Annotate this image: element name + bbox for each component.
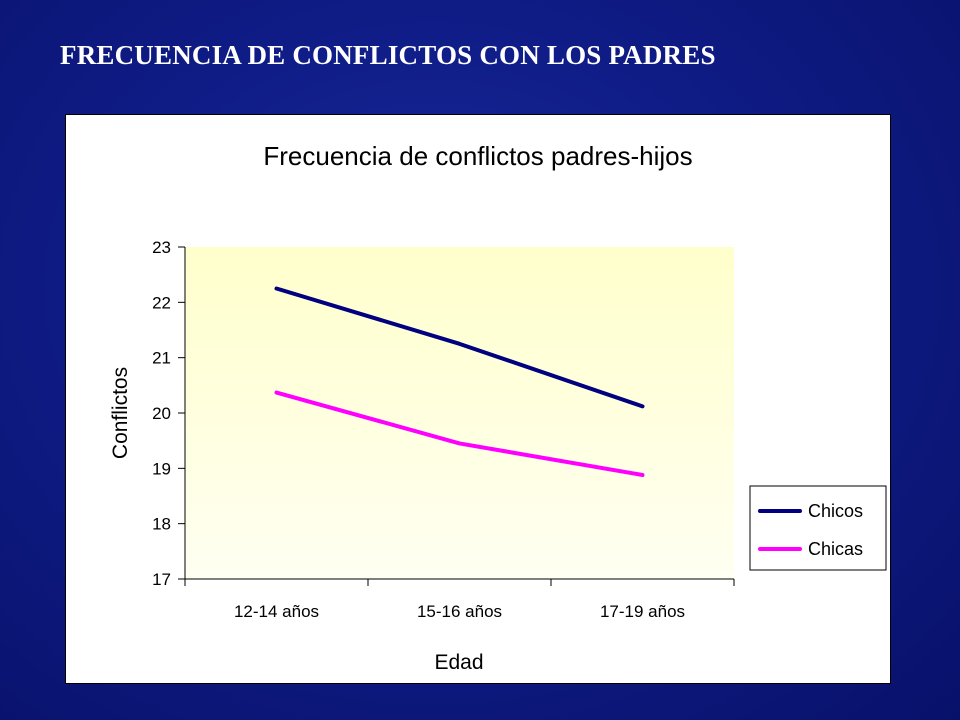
series-line-chicos — [274, 286, 645, 409]
y-tick-label: 18 — [152, 515, 171, 534]
slide-title: FRECUENCIA DE CONFLICTOS CON LOS PADRES — [60, 40, 716, 70]
series-line-chicas — [274, 390, 645, 477]
legend-label: Chicas — [808, 539, 863, 559]
legend: Chicos Chicas — [749, 485, 887, 571]
legend-box — [749, 485, 887, 571]
x-tick-label: 17-19 años — [600, 602, 685, 621]
y-tick-label: 21 — [152, 349, 171, 368]
legend-label: Chicos — [808, 501, 863, 521]
plot-area — [185, 247, 734, 579]
y-tick-label: 17 — [152, 570, 171, 589]
y-tick-label: 22 — [152, 293, 171, 312]
x-axis-title: Edad — [434, 651, 483, 674]
x-tick-label: 15-16 años — [417, 602, 502, 621]
y-tick-label: 20 — [152, 404, 171, 423]
y-axis-title: Conflictos — [109, 367, 132, 459]
y-tick-label: 19 — [152, 459, 171, 478]
chart-title: Frecuencia de conflictos padres-hijos — [263, 141, 692, 171]
x-tick-label: 12-14 años — [234, 602, 319, 621]
chart-container: Frecuencia de conflictos padres-hijos 17… — [65, 114, 891, 684]
y-tick-label: 23 — [152, 238, 171, 257]
line-chart: Frecuencia de conflictos padres-hijos 17… — [109, 141, 887, 674]
